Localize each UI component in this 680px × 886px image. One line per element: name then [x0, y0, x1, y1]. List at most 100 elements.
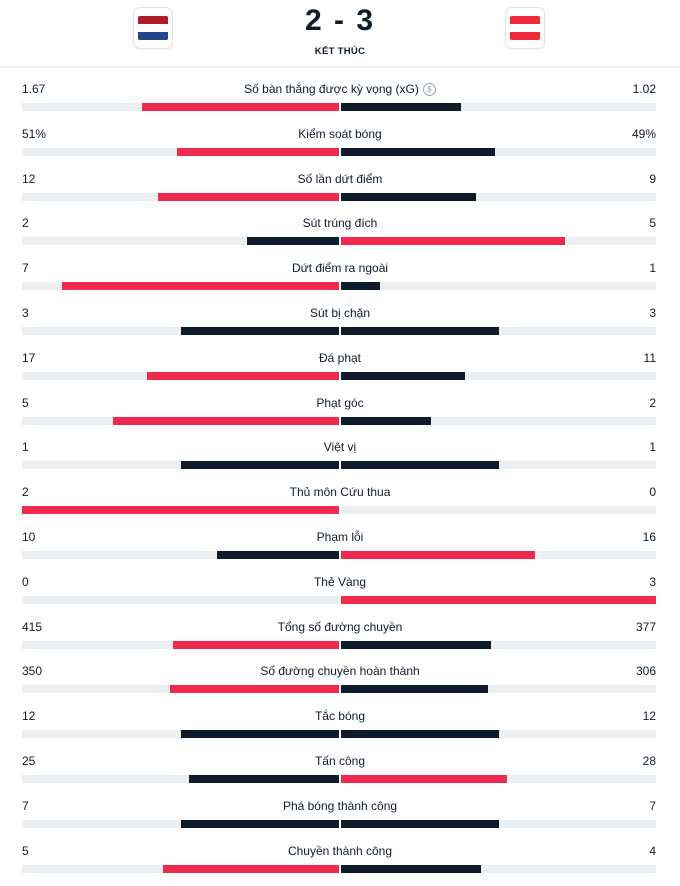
- away-team-flag-icon[interactable]: [506, 8, 544, 48]
- away-bar-fill: [341, 640, 491, 649]
- stat-label-text: Thẻ Vàng: [313, 574, 367, 589]
- home-bar-fill: [169, 685, 339, 694]
- stat-label-text: Tắc bóng: [314, 709, 366, 724]
- away-stat-value: 12: [642, 709, 656, 724]
- home-stat-value: 5: [22, 843, 29, 858]
- stat-label-text: Tổng số đường chuyền: [277, 619, 403, 634]
- stat-row: 0 Thẻ Vàng 3: [0, 563, 680, 608]
- header-divider: [0, 66, 680, 68]
- home-bar-track: [22, 371, 339, 380]
- away-bar-fill: [341, 461, 499, 470]
- stat-row: 12 Số lần dứt điểm 9: [0, 160, 680, 205]
- stat-label-text: Thủ môn Cứu thua: [289, 485, 391, 500]
- match-header: 2 - 3 KẾT THÚC: [0, 0, 680, 66]
- stat-label: Dứt điểm ra ngoài: [0, 261, 680, 275]
- away-stat-value: 9: [649, 171, 656, 186]
- stat-row: 17 Đá phạt 11: [0, 339, 680, 384]
- away-stat-value: 7: [649, 798, 656, 813]
- away-bar-track: [341, 864, 656, 873]
- away-bar-fill: [341, 774, 508, 783]
- away-bar-track: [341, 506, 656, 515]
- flag-stripe: [138, 24, 168, 32]
- away-stat-value: 1: [649, 440, 656, 455]
- stat-row: 2 Sút trúng đích 5: [0, 204, 680, 249]
- home-stat-value: 350: [22, 664, 43, 679]
- away-bar-fill: [341, 595, 656, 604]
- stat-label-text: Sút trúng đích: [302, 216, 378, 231]
- home-bar-track: [22, 685, 339, 694]
- away-bar-track: [341, 640, 656, 649]
- match-score: 2 - 3: [304, 4, 376, 37]
- away-bar-fill: [341, 237, 565, 246]
- stat-label: Sút bị chặn: [0, 306, 680, 320]
- stat-row: 5 Phạt góc 2: [0, 384, 680, 429]
- home-bar-fill: [180, 326, 339, 335]
- away-bar-fill: [341, 282, 381, 291]
- home-bar-fill: [146, 371, 339, 380]
- stat-label: Tấn công: [0, 754, 680, 768]
- home-bar-track: [22, 461, 339, 470]
- home-team-flag-icon[interactable]: [134, 8, 172, 48]
- stat-row: 5 Chuyền thành công 4: [0, 832, 680, 877]
- stat-label: Phá bóng thành công: [0, 799, 680, 813]
- stat-label: Phạm lỗi: [0, 530, 680, 544]
- home-bar-fill: [158, 192, 339, 201]
- home-stat-value: 17: [22, 350, 36, 365]
- home-stat-value: 7: [22, 798, 29, 813]
- away-bar-fill: [341, 819, 499, 828]
- home-stat-value: 7: [22, 261, 29, 276]
- away-bar-fill: [341, 864, 481, 873]
- home-bar-fill: [112, 416, 339, 425]
- home-bar-fill: [162, 864, 339, 873]
- home-bar-track: [22, 237, 339, 246]
- stat-row: 1 Việt vị 1: [0, 428, 680, 473]
- stat-label-text: Việt vị: [323, 440, 357, 455]
- away-bar-track: [341, 282, 656, 291]
- home-bar-track: [22, 819, 339, 828]
- home-stat-value: 2: [22, 485, 29, 500]
- info-icon[interactable]: $: [422, 83, 436, 96]
- away-bar-track: [341, 326, 656, 335]
- away-bar-track: [341, 685, 656, 694]
- away-bar-track: [341, 416, 656, 425]
- away-bar-track: [341, 103, 656, 111]
- away-stat-value: 4: [649, 843, 656, 858]
- stat-label: Số lần dứt điểm: [0, 172, 680, 186]
- stat-label: Việt vị: [0, 440, 680, 454]
- stat-label: Đá phạt: [0, 351, 680, 365]
- away-stat-value: 49%: [631, 126, 656, 141]
- home-bar-track: [22, 192, 339, 201]
- stat-row: 25 Tấn công 28: [0, 742, 680, 787]
- home-bar-track: [22, 282, 339, 291]
- home-stat-value: 0: [22, 574, 29, 589]
- away-bar-fill: [341, 730, 499, 739]
- stat-label-text: Số đường chuyền hoàn thành: [260, 664, 420, 679]
- away-bar-fill: [341, 550, 535, 559]
- stat-label: Tắc bóng: [0, 709, 680, 723]
- stat-row: 12 Tắc bóng 12: [0, 697, 680, 742]
- stat-row: 7 Dứt điểm ra ngoài 1: [0, 249, 680, 294]
- home-bar-track: [22, 326, 339, 335]
- away-stat-value: 11: [643, 350, 656, 365]
- stat-label: Sút trúng đích: [0, 216, 680, 230]
- stat-label-text: Số bàn thắng được kỳ vọng (xG): [244, 82, 419, 96]
- away-stat-value: 28: [642, 753, 656, 768]
- away-bar-fill: [341, 371, 465, 380]
- home-stat-value: 12: [22, 171, 36, 186]
- flag-stripe: [510, 24, 540, 32]
- away-bar-fill: [341, 192, 477, 201]
- stat-label-text: Tấn công: [314, 753, 366, 768]
- away-bar-track: [341, 371, 656, 380]
- flag-stripe: [138, 32, 168, 40]
- home-bar-track: [22, 640, 339, 649]
- home-stat-value: 3: [22, 305, 29, 320]
- stat-row: 2 Thủ môn Cứu thua 0: [0, 473, 680, 518]
- stat-label: Thẻ Vàng: [0, 575, 680, 589]
- stat-label: Tổng số đường chuyền: [0, 620, 680, 634]
- home-bar-track: [22, 730, 339, 739]
- stat-row: 1.67 Số bàn thắng được kỳ vọng (xG) $1.02: [0, 70, 680, 115]
- stat-label-text: Phạm lỗi: [316, 529, 364, 544]
- home-stat-value: 12: [22, 709, 36, 724]
- away-bar-track: [341, 147, 656, 156]
- away-bar-fill: [341, 147, 496, 156]
